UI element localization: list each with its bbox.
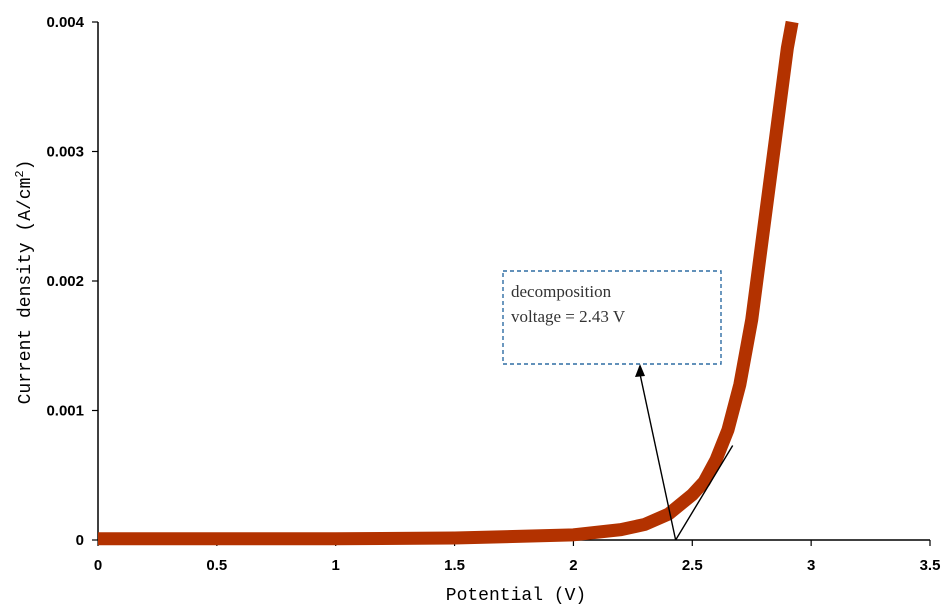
x-tick-label: 3.5 <box>920 557 941 574</box>
tangent-line <box>675 445 734 541</box>
annotation-arrowhead <box>635 364 645 377</box>
annotation-text: decomposition <box>511 282 612 301</box>
y-axis-title-main: Current density (A/cm <box>16 178 36 405</box>
annotation-text: voltage = 2.43 V <box>511 307 626 326</box>
y-tick-label: 0.001 <box>46 403 84 420</box>
y-axis-title: Current density (A/cm2) <box>13 160 36 405</box>
annotation-layer: decomposition voltage = 2.43 V <box>502 270 734 541</box>
x-tick-label: 2 <box>569 557 577 574</box>
y-axis-title-sup: 2 <box>13 170 27 177</box>
x-tick-label: 3 <box>807 557 815 574</box>
y-tick-label: 0.004 <box>46 14 84 31</box>
x-tick-label: 1.5 <box>444 557 465 574</box>
series-line <box>98 20 799 546</box>
tick-labels: 0 0.5 1 1.5 2 2.5 3 3.5 0 0.001 0.002 0.003 0.004 <box>46 14 940 574</box>
y-axis-title-close: ) <box>16 160 36 171</box>
annotation-arrow <box>639 373 677 541</box>
x-tick-label: 1 <box>332 557 340 574</box>
x-tick-label: 0 <box>94 557 102 574</box>
y-tick-label: 0.002 <box>46 273 84 290</box>
x-axis-title: Potential (V) <box>446 586 586 606</box>
x-tick-label: 2.5 <box>682 557 703 574</box>
y-tick-label: 0 <box>76 532 84 549</box>
y-tick-label: 0.003 <box>46 144 84 161</box>
x-tick-label: 0.5 <box>206 557 227 574</box>
annotation-box <box>502 270 722 365</box>
series-layer <box>98 20 799 546</box>
